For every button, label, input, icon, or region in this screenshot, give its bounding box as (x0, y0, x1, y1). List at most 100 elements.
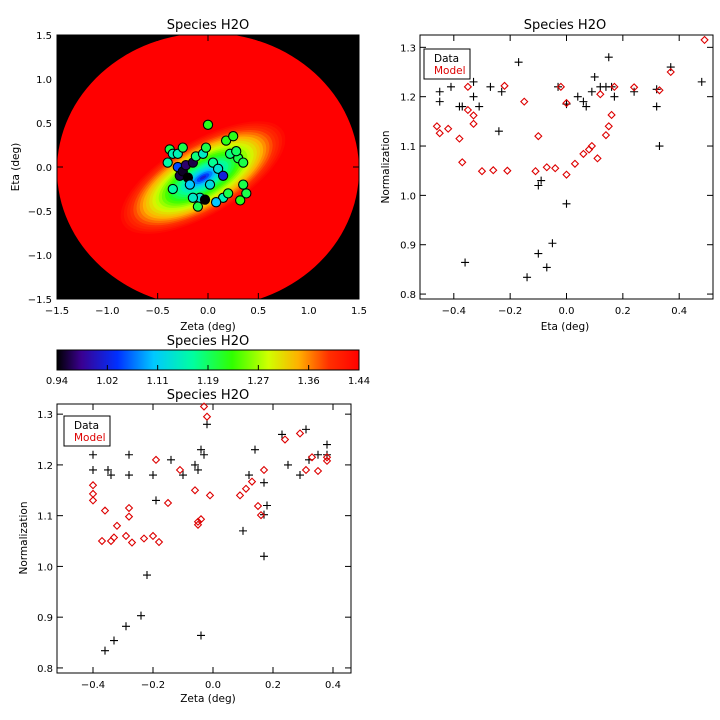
zeta-scatter-model-point (124, 503, 134, 513)
zeta-scatter-data-point (110, 636, 118, 645)
heatmap-point (238, 157, 249, 168)
eta-scatter-data-point (534, 249, 543, 258)
zeta-legend-data: Data (74, 420, 99, 432)
eta-scatter-data-point (435, 87, 444, 96)
zeta-scatter-xtick-label: 0.4 (325, 680, 341, 691)
zeta-scatter-ytick-label: 1.2 (37, 461, 53, 472)
colorbar-tick-label: 1.44 (348, 376, 370, 387)
zeta-scatter-data-point (194, 465, 202, 474)
eta-scatter-model-point (500, 81, 509, 91)
colorbar-tick-label: 0.94 (46, 376, 68, 387)
zeta-scatter-xlabel: Zeta (deg) (180, 693, 236, 705)
eta-legend-model: Model (434, 65, 466, 77)
zeta-scatter-axes: −0.4 −0.2 0.0 0.2 0.4 0.8 0.9 1.0 1.1 1.2 1.3 (37, 404, 351, 691)
eta-scatter-model-point (534, 131, 543, 141)
zeta-scatter-model-point (241, 484, 251, 493)
heatmap-xtick-label: 0.5 (250, 306, 266, 317)
zeta-scatter-data-point (296, 471, 304, 480)
eta-scatter-ytick-label: 0.8 (400, 290, 416, 301)
eta-scatter-data-point (562, 199, 571, 208)
zeta-scatter-model-point (124, 512, 134, 521)
eta-legend-data: Data (434, 53, 459, 65)
eta-scatter-data-point (573, 92, 582, 101)
eta-scatter-xtick-label: 0.4 (671, 306, 687, 317)
heatmap-xtick-label: −1.0 (95, 306, 119, 317)
zeta-scatter-data-point (284, 460, 292, 469)
eta-scatter-ytick-label: 1.3 (400, 43, 416, 54)
zeta-scatter-xtick-label: 0.2 (265, 680, 281, 691)
eta-scatter-model-point (596, 90, 605, 99)
zeta-scatter-model-point (139, 534, 149, 543)
zeta-scatter-data-point (245, 471, 253, 480)
eta-scatter-data-point (494, 127, 503, 136)
heatmap-ytick-label: 1.5 (36, 31, 52, 42)
colorbar-ticks: 0.94 1.02 1.11 1.19 1.27 1.36 1.44 (46, 365, 370, 387)
heatmap-ring (199, 175, 207, 180)
zeta-scatter-data-point (89, 465, 97, 474)
zeta-scatter-model-point (253, 501, 263, 511)
zeta-scatter-model-point (127, 538, 137, 547)
eta-scatter-model-point (655, 86, 664, 95)
zeta-scatter-model-point (196, 515, 206, 524)
zeta-scatter-model-point (151, 455, 161, 465)
eta-scatter-model-point (666, 67, 675, 77)
heatmap-point (162, 157, 173, 168)
zeta-scatter-data-point (251, 445, 259, 454)
heatmap-axes: −1.5−1.5 −1.0 −1.0 −0.5 −0.5 0.0 0.0 0.5 0.5 1.0 1… (28, 31, 367, 317)
eta-scatter-data-point (461, 258, 470, 267)
eta-scatter-data-point (697, 77, 706, 86)
eta-scatter-model-point (469, 111, 478, 120)
zeta-scatter-panel: Species H2O −0.4 −0.2 0.0 0.2 0.4 0.8 0.9 1.0 1.… (18, 388, 352, 705)
zeta-scatter-data-point (200, 450, 208, 459)
eta-scatter-model-point (458, 158, 467, 167)
zeta-scatter-model-point (190, 486, 200, 495)
eta-scatter-model-point (604, 122, 613, 131)
eta-scatter-xtick-label: 0.2 (615, 306, 631, 317)
eta-scatter-model-point (531, 167, 540, 176)
heatmap-point (177, 142, 188, 153)
eta-scatter-data-point (652, 102, 661, 111)
eta-scatter-data-point (469, 77, 478, 86)
eta-scatter-ytick-label: 1.2 (400, 93, 416, 104)
zeta-scatter-model-point (322, 453, 332, 462)
zeta-scatter-data-point (263, 501, 271, 510)
zeta-scatter-data-point (152, 496, 160, 505)
eta-scatter-model-point (562, 98, 571, 108)
eta-scatter-xlabel: Eta (deg) (541, 321, 590, 333)
zeta-scatter-ytick-label: 1.0 (37, 562, 53, 573)
eta-scatter-data-point (469, 92, 478, 101)
eta-scatter-data-point (537, 176, 546, 185)
zeta-scatter-data-point (278, 430, 286, 439)
eta-scatter-ylabel: Normalization (380, 131, 392, 204)
eta-scatter-model-point (607, 110, 616, 120)
zeta-scatter-model-point (280, 435, 290, 444)
eta-scatter-data-point (604, 53, 613, 62)
eta-scatter-model-point (463, 105, 473, 115)
eta-scatter-data-point (497, 87, 506, 96)
colorbar-tick-label: 1.11 (147, 376, 169, 387)
zeta-scatter-model-point (109, 533, 119, 542)
eta-scatter-xtick-label: 0.0 (559, 306, 575, 317)
eta-legend-box (423, 48, 471, 80)
zeta-scatter-model-point (100, 506, 110, 515)
zeta-scatter-data-point (167, 455, 175, 464)
eta-scatter-panel: Species H2O −0.4 −0.2 0.0 0.2 0.4 0.8 0.9 1.0 1.… (380, 18, 714, 333)
zeta-scatter-points (88, 402, 332, 655)
zeta-scatter-data-point (122, 622, 130, 631)
eta-scatter-model-point (593, 154, 602, 163)
heatmap-ytick-label: −0.5 (28, 207, 52, 218)
eta-scatter-model-point (542, 163, 551, 172)
colorbar-tick-label: 1.19 (197, 376, 219, 387)
eta-scatter-data-point (579, 97, 588, 106)
heatmap-point (199, 194, 211, 205)
eta-scatter-model-point (551, 164, 560, 173)
zeta-scatter-model-point (199, 402, 209, 411)
eta-scatter-model-point (610, 82, 619, 91)
heatmap-point (228, 131, 239, 142)
zeta-scatter-model-point (205, 491, 215, 500)
eta-scatter-axes: −0.4 −0.2 0.0 0.2 0.4 0.8 0.9 1.0 1.1 1.2 1.3 (400, 35, 713, 317)
eta-scatter-data-point (542, 263, 551, 272)
heatmap-point (187, 192, 199, 203)
heatmap-point (222, 188, 234, 199)
zeta-scatter-data-point (104, 465, 112, 474)
